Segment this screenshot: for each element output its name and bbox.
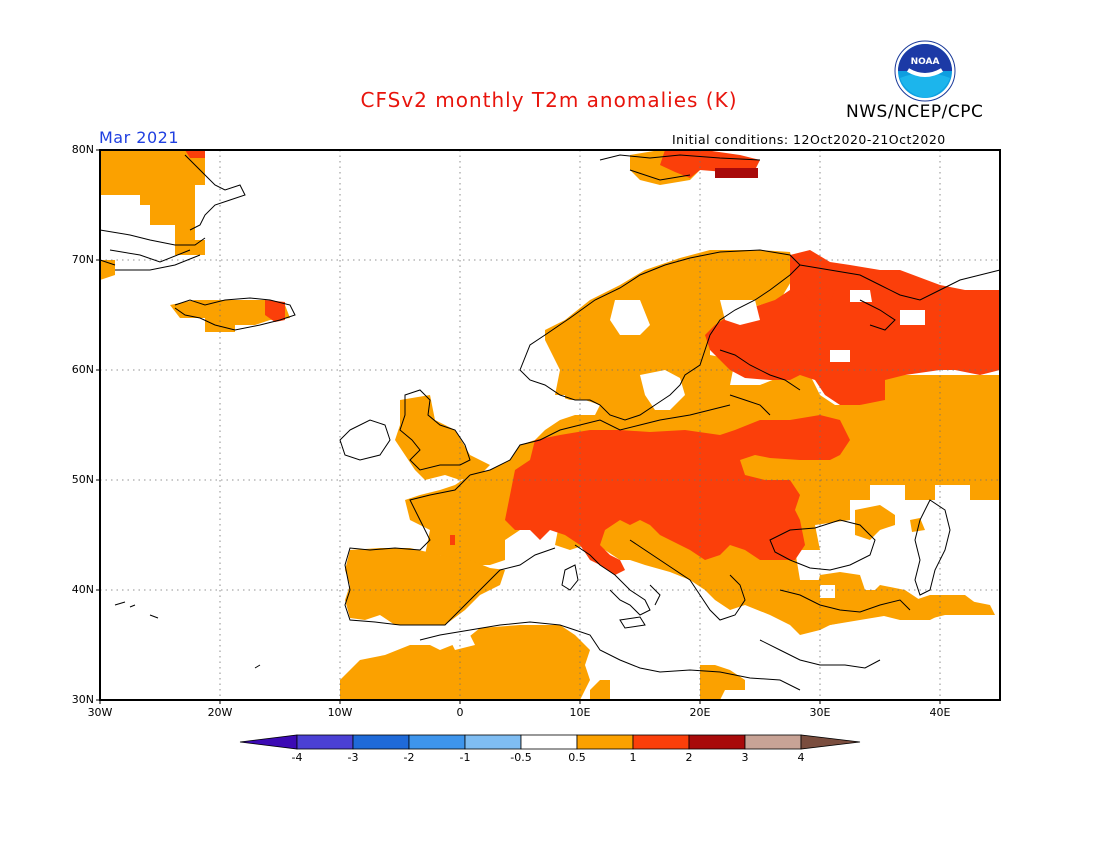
colorbar-swatch (632, 734, 690, 750)
lon-label-40e: 40E (929, 706, 951, 719)
anomaly-region-darkred (715, 168, 758, 178)
organization-label: NWS/NCEP/CPC (846, 102, 984, 122)
colorbar (239, 734, 861, 750)
lon-label-20e: 20E (689, 706, 711, 719)
initial-conditions-label: Initial conditions: 12Oct2020-21Oct2020 (672, 132, 946, 147)
lon-label-10w: 10W (327, 706, 353, 719)
lat-label-60n: 60N (71, 363, 94, 376)
colorbar-label: 3 (741, 751, 749, 764)
lon-label-0: 0 (456, 706, 464, 719)
colorbar-label: 4 (797, 751, 805, 764)
colorbar-label: -1 (459, 751, 471, 764)
lon-label-10e: 10E (569, 706, 591, 719)
coastlines (99, 154, 1001, 691)
colorbar-label: 0.5 (568, 751, 586, 764)
valid-month-label: Mar 2021 (99, 128, 179, 147)
lat-label-30n: 30N (71, 693, 94, 706)
colorbar-label: 1 (629, 751, 637, 764)
map-frame (99, 149, 1001, 701)
colorbar-swatch (296, 734, 354, 750)
colorbar-arrow-high (800, 734, 861, 750)
colorbar-swatch (520, 734, 578, 750)
colorbar-swatch (408, 734, 466, 750)
colorbar-arrow-low (239, 734, 298, 750)
colorbar-label: -3 (347, 751, 359, 764)
colorbar-label: -4 (291, 751, 303, 764)
axis-ticks (96, 149, 941, 704)
lat-label-50n: 50N (71, 473, 94, 486)
colorbar-label: 2 (685, 751, 693, 764)
colorbar-swatch (464, 734, 522, 750)
lat-label-80n: 80N (71, 143, 94, 156)
colorbar-swatch (576, 734, 634, 750)
noaa-logo: NOAA (894, 40, 956, 102)
anomaly-region-neutral (450, 290, 925, 650)
lon-label-30w: 30W (87, 706, 113, 719)
map-title: CFSv2 monthly T2m anomalies (K) (360, 88, 738, 112)
anomaly-region-red (185, 150, 1000, 575)
colorbar-swatch (352, 734, 410, 750)
graticule (100, 150, 1000, 700)
colorbar-label: -2 (403, 751, 415, 764)
lon-label-20w: 20W (207, 706, 233, 719)
colorbar-swatch (744, 734, 802, 750)
colorbar-swatch (688, 734, 746, 750)
lat-label-40n: 40N (71, 583, 94, 596)
colorbar-label: -0.5 (510, 751, 532, 764)
lon-label-30e: 30E (809, 706, 831, 719)
lat-label-70n: 70N (71, 253, 94, 266)
svg-text:NOAA: NOAA (911, 57, 940, 67)
